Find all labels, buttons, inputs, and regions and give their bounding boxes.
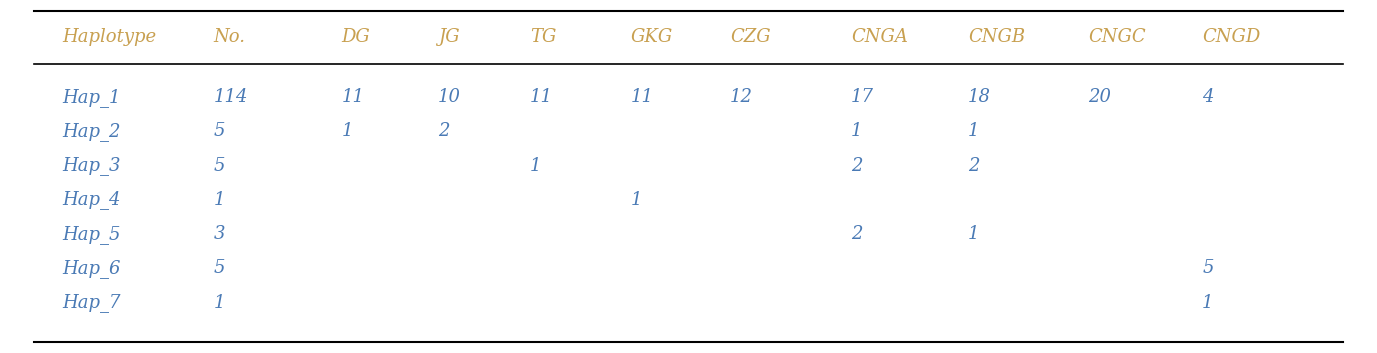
Text: 11: 11 xyxy=(530,88,554,106)
Text: 114: 114 xyxy=(213,88,248,106)
Text: 20: 20 xyxy=(1088,88,1111,106)
Text: 2: 2 xyxy=(438,122,449,140)
Text: CNGD: CNGD xyxy=(1202,28,1260,46)
Text: 4: 4 xyxy=(1202,88,1213,106)
Text: 1: 1 xyxy=(1202,294,1213,311)
Text: Hap_7: Hap_7 xyxy=(62,293,120,312)
Text: 1: 1 xyxy=(968,225,979,243)
Text: Haplotype: Haplotype xyxy=(62,28,156,46)
Text: 17: 17 xyxy=(851,88,874,106)
Text: DG: DG xyxy=(341,28,370,46)
Text: No.: No. xyxy=(213,28,245,46)
Text: 18: 18 xyxy=(968,88,991,106)
Text: 11: 11 xyxy=(631,88,654,106)
Text: TG: TG xyxy=(530,28,556,46)
Text: 10: 10 xyxy=(438,88,461,106)
Text: 1: 1 xyxy=(341,122,353,140)
Text: 1: 1 xyxy=(968,122,979,140)
Text: GKG: GKG xyxy=(631,28,673,46)
Text: Hap_6: Hap_6 xyxy=(62,259,120,278)
Text: 5: 5 xyxy=(213,259,224,277)
Text: 2: 2 xyxy=(851,157,862,174)
Text: CZG: CZG xyxy=(730,28,771,46)
Text: Hap_1: Hap_1 xyxy=(62,88,120,107)
Text: 1: 1 xyxy=(213,294,224,311)
Text: JG: JG xyxy=(438,28,460,46)
Text: Hap_2: Hap_2 xyxy=(62,122,120,141)
Text: 3: 3 xyxy=(213,225,224,243)
Text: Hap_3: Hap_3 xyxy=(62,156,120,175)
Text: 1: 1 xyxy=(631,191,642,209)
Text: 11: 11 xyxy=(341,88,365,106)
Text: CNGA: CNGA xyxy=(851,28,907,46)
Text: Hap_5: Hap_5 xyxy=(62,225,120,244)
Text: 1: 1 xyxy=(851,122,862,140)
Text: 2: 2 xyxy=(851,225,862,243)
Text: 1: 1 xyxy=(530,157,541,174)
Text: 12: 12 xyxy=(730,88,753,106)
Text: 5: 5 xyxy=(213,157,224,174)
Text: CNGC: CNGC xyxy=(1088,28,1146,46)
Text: 5: 5 xyxy=(1202,259,1213,277)
Text: Hap_4: Hap_4 xyxy=(62,190,120,209)
Text: 5: 5 xyxy=(213,122,224,140)
Text: 1: 1 xyxy=(213,191,224,209)
Text: CNGB: CNGB xyxy=(968,28,1024,46)
Text: 2: 2 xyxy=(968,157,979,174)
